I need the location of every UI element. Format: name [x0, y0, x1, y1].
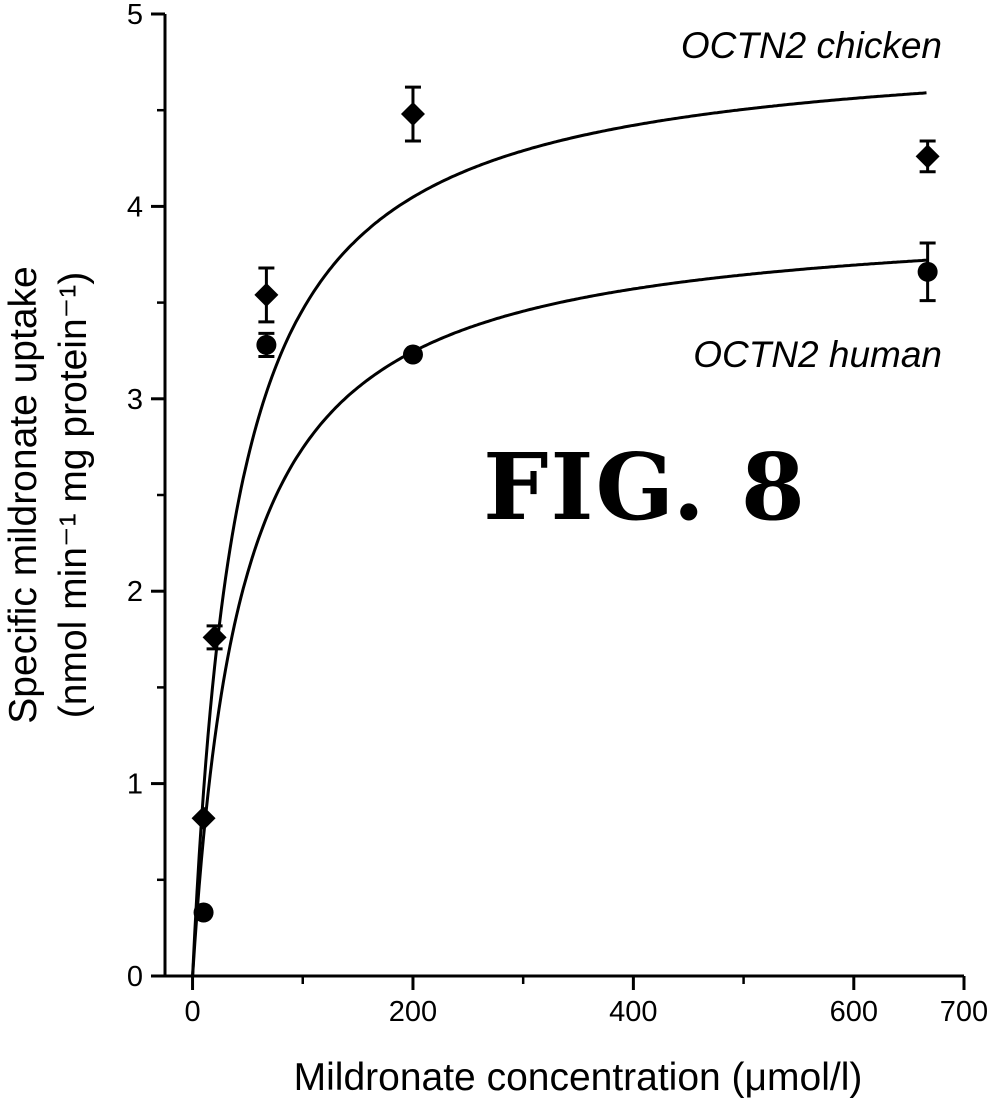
y-tick-label: 4: [127, 191, 143, 223]
data-point-chicken: [400, 102, 425, 127]
y-tick-label: 0: [127, 961, 143, 993]
ticks: 0 200 400 600 700 0 1 2 3 4 5: [127, 0, 988, 1028]
data-point-human: [917, 261, 938, 282]
data-point-human: [402, 344, 423, 365]
x-axis-title: Mildronate concentration (μmol/l): [294, 1056, 863, 1099]
data-point-chicken: [254, 282, 279, 307]
fit-curves: [191, 91, 927, 977]
y-tick-label: 2: [127, 576, 143, 608]
x-tick-label: 200: [389, 996, 437, 1028]
x-tick-label: 400: [609, 996, 657, 1028]
y-tick-label: 5: [127, 0, 143, 31]
figure-label: FIG. 8: [483, 433, 807, 541]
y-axis-title-line1: Specific mildronate uptake: [2, 266, 45, 723]
data-point-human: [256, 334, 277, 355]
x-tick-label: 600: [830, 996, 878, 1028]
data-point-chicken: [191, 806, 216, 831]
data-point-chicken: [915, 144, 940, 169]
data-marks: [191, 85, 940, 923]
y-axis-title-line2: (nmol min⁻¹ mg protein⁻¹): [52, 272, 95, 718]
y-tick-label: 1: [127, 769, 143, 801]
x-tick-label: 700: [940, 996, 988, 1028]
series-label-human: OCTN2 human: [693, 334, 942, 375]
series-label-chicken: OCTN2 chicken: [681, 25, 942, 66]
y-tick-label: 3: [127, 384, 143, 416]
x-tick-label: 0: [184, 996, 200, 1028]
data-point-human: [193, 902, 214, 923]
axes: 0 200 400 600 700 0 1 2 3 4 5: [127, 0, 988, 1028]
fit-curve-chicken: [191, 91, 927, 977]
data-point-chicken: [202, 625, 227, 650]
fit-curve-human: [191, 258, 927, 977]
y-axis-title: Specific mildronate uptake (nmol min⁻¹ m…: [2, 266, 95, 723]
